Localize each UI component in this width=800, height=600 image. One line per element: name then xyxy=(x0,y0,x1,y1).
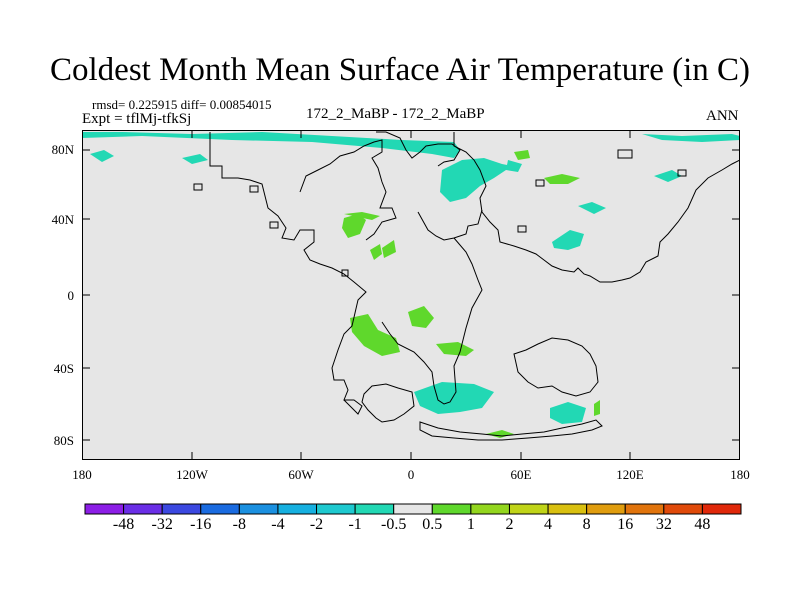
colorbar-swatch-4 xyxy=(238,503,279,515)
lon-label-60w: 60W xyxy=(288,467,314,482)
colorbar-swatch-6 xyxy=(316,503,356,515)
east-asia-cool xyxy=(552,230,584,250)
colorbar-swatch-14 xyxy=(624,503,665,515)
colorbar-swatch-8 xyxy=(393,503,433,515)
colorbar-swatch-15 xyxy=(663,503,703,515)
island-7 xyxy=(193,183,203,191)
north-america-north xyxy=(299,139,397,241)
island-2 xyxy=(269,221,279,229)
island-3 xyxy=(517,225,527,233)
lon-label-120w: 120W xyxy=(176,467,208,482)
greenland-outline xyxy=(376,131,461,167)
lon-label-120e: 120E xyxy=(616,467,644,482)
island-4 xyxy=(535,179,545,187)
colorbar-label: -8 xyxy=(232,516,247,533)
americas-outline xyxy=(209,132,367,415)
south-america-outline xyxy=(361,383,415,423)
eurasia-outline xyxy=(453,132,740,283)
colorbar-swatch-10 xyxy=(470,503,510,515)
colorbar-swatch-5 xyxy=(277,503,318,515)
map-background xyxy=(82,130,740,460)
southern-ocean-cool-east xyxy=(550,402,586,424)
antarctic-warm-patch-east xyxy=(594,400,600,416)
colorbar-label: 32 xyxy=(655,516,672,533)
plot-subtitle: 172_2_MaBP - 172_2_MaBP xyxy=(306,106,485,122)
colorbar-label: -1 xyxy=(348,516,362,533)
pacific-warm xyxy=(370,244,382,260)
lat-label-40s: 40S xyxy=(53,361,74,376)
atlantic-warm-north xyxy=(344,212,380,220)
colorbar-label: -32 xyxy=(151,516,173,533)
nw-atlantic-warm xyxy=(382,240,396,258)
lon-label-180w: 180 xyxy=(72,467,92,482)
south-atlantic-warm xyxy=(350,314,400,356)
arctic-cool-patch-west xyxy=(90,150,114,162)
colorbar-swatch-11 xyxy=(508,503,549,515)
colorbar-swatch-13 xyxy=(586,503,626,515)
colorbar-label: 2 xyxy=(505,516,514,533)
colorbar-label: -48 xyxy=(112,516,135,533)
pacific-cool-patch xyxy=(654,170,682,182)
colorbar-label: 1 xyxy=(466,516,475,533)
atlantic-warm xyxy=(342,214,366,238)
australia-outline xyxy=(513,337,599,397)
siberia-cool xyxy=(440,158,512,202)
east-asia-cool-2 xyxy=(578,202,606,214)
west-pacific-warm xyxy=(544,174,580,184)
anomaly-patches xyxy=(82,132,740,438)
experiment-label: Expt = tflMj-tfkSj xyxy=(82,111,192,127)
southern-ocean-cool xyxy=(414,382,494,414)
colorbar-label: 8 xyxy=(582,516,591,533)
stats-text: rmsd= 0.225915 diff= 0.00854015 xyxy=(92,97,272,112)
season-label: ANN xyxy=(706,108,739,124)
lon-label-180e: 180 xyxy=(730,467,750,482)
siberia-cool-small xyxy=(506,160,522,172)
south-atlantic-warm-2 xyxy=(408,306,434,328)
colorbar-swatch-2 xyxy=(161,503,202,515)
island-1 xyxy=(249,185,259,193)
colorbar-label: -16 xyxy=(190,516,212,533)
south-pacific-warm xyxy=(436,342,474,356)
island-5 xyxy=(617,149,633,159)
colorbar-swatch-9 xyxy=(431,503,472,515)
colorbar-label: -4 xyxy=(271,516,285,533)
lon-label-0: 0 xyxy=(407,467,415,482)
colorbar-label: 0.5 xyxy=(422,516,443,533)
coastlines xyxy=(193,131,740,441)
colorbar-swatch-0 xyxy=(84,503,125,515)
lat-label-40n: 40N xyxy=(51,212,74,227)
colorbar xyxy=(84,503,742,515)
lat-label-80s: 80S xyxy=(53,433,74,448)
arctic-cool-patch-east xyxy=(642,134,740,142)
colorbar-swatch-16 xyxy=(701,503,742,515)
colorbar-label: 48 xyxy=(694,516,711,533)
lon-label-60e: 60E xyxy=(510,467,532,482)
colorbar-swatch-3 xyxy=(200,503,240,515)
colorbar-label: -2 xyxy=(309,516,324,533)
plot-title: Coldest Month Mean Surface Air Temperatu… xyxy=(50,52,750,88)
africa-outline xyxy=(381,209,483,405)
colorbar-swatch-12 xyxy=(547,503,588,515)
colorbar-swatch-7 xyxy=(354,503,395,515)
colorbar-label: -0.5 xyxy=(381,516,407,533)
antarctic-outline xyxy=(419,419,603,441)
colorbar-label: 4 xyxy=(544,516,553,533)
island-6 xyxy=(341,269,349,277)
map-plot xyxy=(82,130,740,460)
axis-ticks xyxy=(82,130,740,460)
island-8 xyxy=(677,169,687,177)
arctic-cool-patch-mid xyxy=(182,154,208,164)
lat-label-80n: 80N xyxy=(51,142,74,157)
lat-label-0: 0 xyxy=(67,288,75,303)
colorbar-label: 16 xyxy=(617,516,634,533)
colorbar-swatch-1 xyxy=(123,503,163,515)
asia-warm-patch xyxy=(514,150,530,160)
arctic-cool-band xyxy=(82,132,460,158)
